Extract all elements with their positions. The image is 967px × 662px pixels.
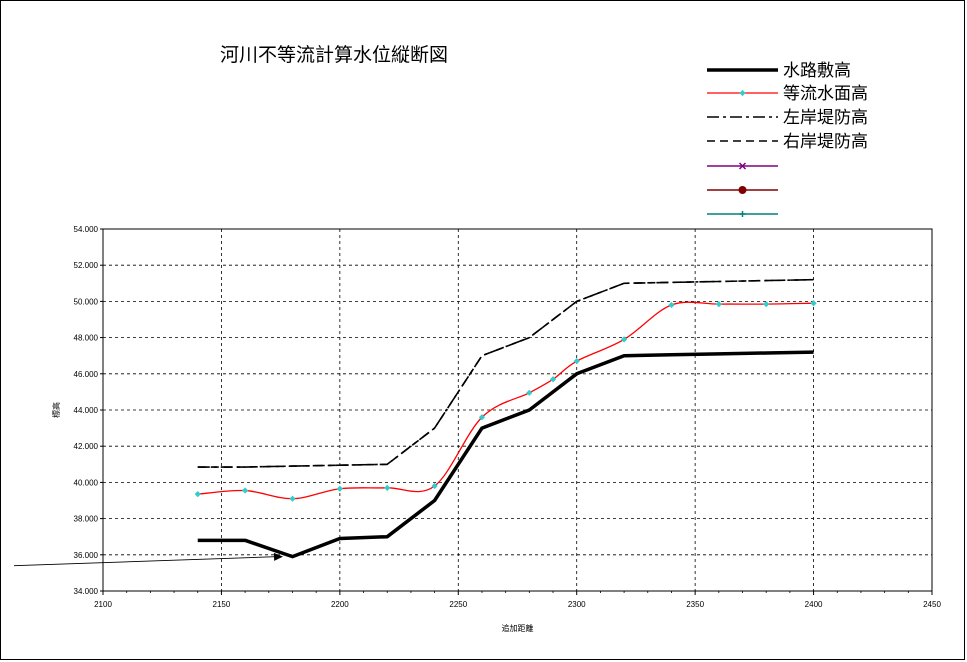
legend-item: 等流水面高 [707,84,868,104]
legend-marker [739,89,746,97]
legend-label: 等流水面高 [783,84,868,104]
series-line [197,278,814,468]
legend-label: 右岸堤防高 [783,132,868,152]
legend-item: 左岸堤防高 [707,108,868,128]
x-tick-label: 2400 [805,600,823,609]
annotation-arrow-head [273,552,284,561]
series-layer [194,278,817,559]
y-tick-label: 34.000 [74,587,99,596]
x-tick-label: 2150 [213,600,231,609]
x-tick-label: 2350 [686,600,704,609]
series-line [197,301,814,500]
data-point [573,358,580,365]
series-line [197,350,814,559]
data-point [668,301,675,309]
annotation-arrow-line [13,556,280,567]
data-point [194,491,201,498]
legend-item: 水路敷高 [707,61,851,81]
x-tick-label: 2250 [449,600,467,609]
y-tick-label: 44.000 [74,406,99,415]
series-3 [197,278,814,468]
legend-marker-plus-icon [739,211,746,217]
legend-item-empty [707,211,778,217]
x-tick-label: 2100 [94,600,112,609]
legend-marker-circle-icon [738,186,747,194]
x-tick-label: 2200 [331,600,349,609]
legend-label: 左岸堤防高 [783,108,868,128]
annotation-layer [13,552,284,567]
y-tick-label: 50.000 [74,297,99,306]
grid [102,228,933,592]
y-axis-label: 標高 [51,402,61,418]
data-point [763,301,770,308]
series-line [197,278,814,468]
legend-item: 右岸堤防高 [707,132,868,152]
y-tick-label: 52.000 [74,261,99,270]
series-2 [194,300,817,502]
data-point [478,414,486,421]
x-tick-label: 2300 [568,600,586,609]
chart-title: 河川不等流計算水位縦断図 [220,44,448,66]
data-point [336,485,343,492]
x-axis-label: 追加距離 [502,623,534,633]
series-1 [197,350,814,559]
data-point [242,487,249,494]
x-tick-label: 2450 [923,600,941,609]
data-point [526,389,533,396]
data-point [384,484,391,491]
legend-label: 水路敷高 [783,61,851,81]
y-tick-label: 48.000 [74,334,99,343]
legend-item-empty [707,186,778,194]
series-4 [197,278,814,468]
y-tick-label: 46.000 [74,370,99,379]
legend-item-empty [707,162,778,170]
data-point [431,482,438,490]
y-tick-label: 42.000 [74,442,99,451]
y-tick-label: 36.000 [74,551,99,560]
y-tick-label: 40.000 [74,478,99,487]
x-axis: 2100 2150 2200 2250 2300 2350 2400 2450 [94,591,941,609]
y-tick-label: 54.000 [74,225,99,234]
y-tick-label: 38.000 [74,515,99,524]
legend-marker-x-icon [738,162,747,170]
data-point [810,300,817,307]
y-axis: 34.000 36.000 38.000 40.000 42.000 44.000 46.0… [74,225,103,596]
data-point [715,301,722,308]
data-point [289,495,296,502]
